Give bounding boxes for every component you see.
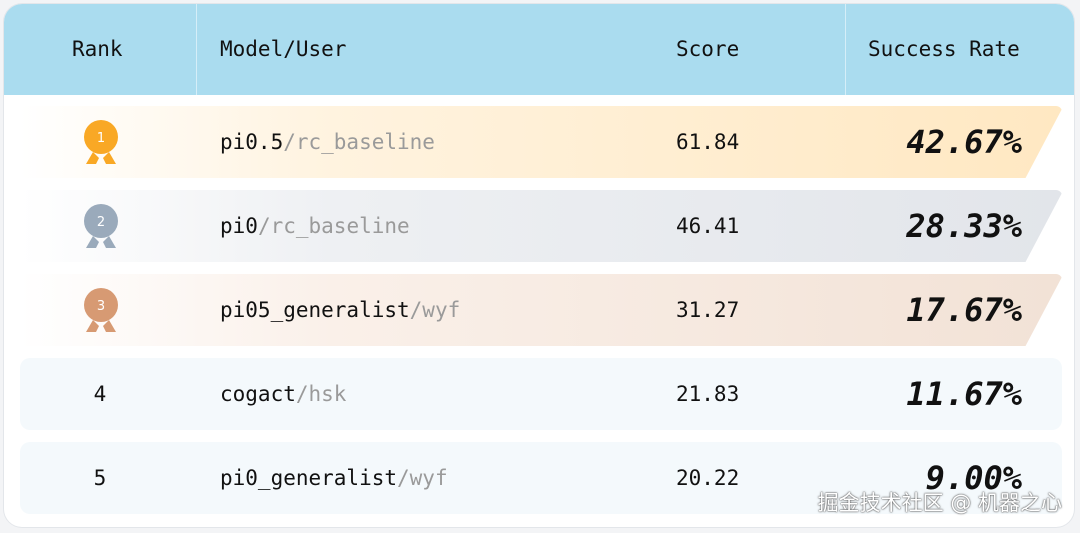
header-success-rate: Success Rate xyxy=(868,37,1020,61)
model-user: pi0_generalist/wyf xyxy=(220,442,448,514)
success-rate-value: 9.00% xyxy=(925,459,1022,497)
medal-rank-number: 1 xyxy=(97,131,105,146)
model-user: cogact/hsk xyxy=(220,358,346,430)
score-value: 31.27 xyxy=(676,298,740,322)
row-background xyxy=(20,274,1062,346)
user-name: /rc_baseline xyxy=(257,214,410,238)
model-name: pi0_generalist xyxy=(220,466,398,490)
row-background xyxy=(20,106,1062,178)
model-name: pi05_generalist xyxy=(220,298,410,322)
success-rate-value: 28.33% xyxy=(906,207,1022,245)
score-value: 46.41 xyxy=(676,214,740,238)
model-name: pi0 xyxy=(220,214,258,238)
column-divider xyxy=(196,4,197,95)
medal-rank-number: 3 xyxy=(97,299,105,314)
success-rate-value: 42.67% xyxy=(906,123,1022,161)
row-background xyxy=(20,190,1062,262)
table-row[interactable]: 5 pi0_generalist/wyf 20.22 9.00% xyxy=(20,442,1062,514)
model-user: pi0.5/rc_baseline xyxy=(220,106,435,178)
table-header: Rank Model/User Score Success Rate xyxy=(4,4,1074,95)
bronze-medal-icon: 3 xyxy=(84,288,118,332)
table-row[interactable]: 2 pi0/rc_baseline 46.41 28.33% xyxy=(20,190,1062,262)
success-rate-value: 11.67% xyxy=(906,375,1022,413)
user-name: /wyf xyxy=(397,466,448,490)
header-rank: Rank xyxy=(72,37,123,61)
model-name: cogact xyxy=(220,382,296,406)
model-user: pi0/rc_baseline xyxy=(220,190,410,262)
user-name: /wyf xyxy=(409,298,461,322)
table-row[interactable]: 3 pi05_generalist/wyf 31.27 17.67% xyxy=(20,274,1062,346)
silver-medal-icon: 2 xyxy=(84,204,118,248)
column-divider xyxy=(845,4,846,95)
model-user: pi05_generalist/wyf xyxy=(220,274,460,346)
rank-number: 5 xyxy=(93,466,107,490)
table-row[interactable]: 4 cogact/hsk 21.83 11.67% xyxy=(20,358,1062,430)
row-background xyxy=(20,358,1062,430)
user-name: /rc_baseline xyxy=(283,130,435,154)
header-model-user: Model/User xyxy=(220,37,347,61)
score-value: 20.22 xyxy=(676,466,740,490)
score-value: 21.83 xyxy=(676,382,740,406)
table-row[interactable]: 1 pi0.5/rc_baseline 61.84 42.67% xyxy=(20,106,1062,178)
user-name: /hsk xyxy=(295,382,347,406)
rank-number: 4 xyxy=(93,382,107,406)
score-value: 61.84 xyxy=(676,130,740,154)
success-rate-value: 17.67% xyxy=(906,291,1022,329)
watermark: 掘金技术社区 @ 机器之心 xyxy=(817,491,1062,515)
gold-medal-icon: 1 xyxy=(84,120,118,164)
header-score: Score xyxy=(676,37,740,61)
row-background xyxy=(20,442,1062,514)
model-name: pi0.5 xyxy=(220,130,284,154)
leaderboard-table: Rank Model/User Score Success Rate 1 pi0… xyxy=(4,4,1074,527)
medal-rank-number: 2 xyxy=(97,215,105,230)
